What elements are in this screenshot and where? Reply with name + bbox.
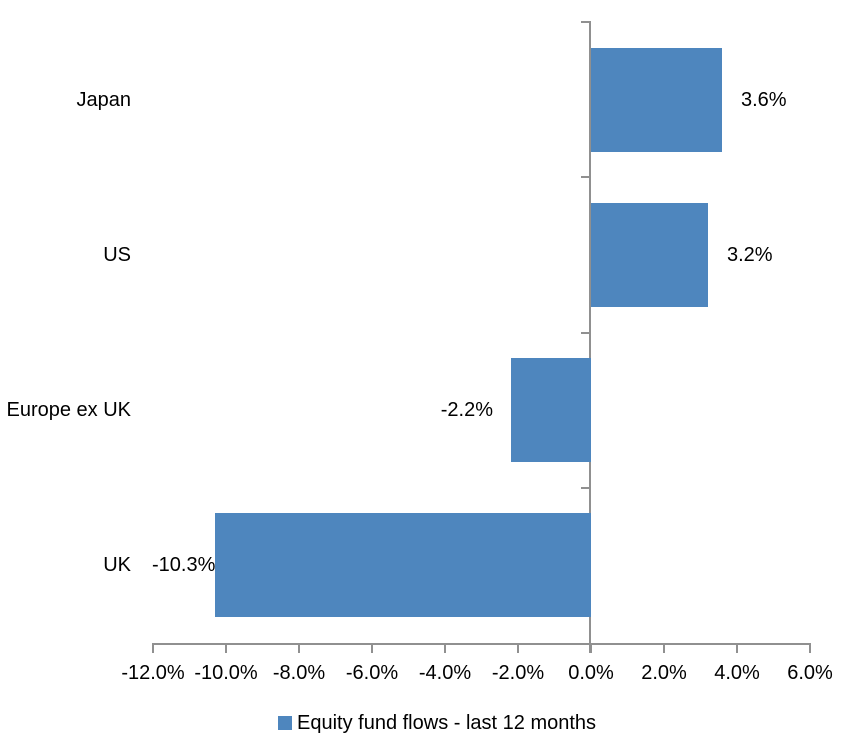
x-axis-tick-label: -6.0% (345, 662, 399, 684)
y-axis-tick (581, 176, 589, 178)
y-axis-tick (581, 332, 589, 334)
bar-us (591, 203, 708, 307)
bar-europe-ex-uk (511, 358, 591, 462)
category-label-japan: Japan (76, 89, 132, 111)
x-axis-tick (517, 645, 519, 653)
value-axis-line (589, 21, 591, 653)
x-axis-tick (809, 645, 811, 653)
x-axis-tick-label: 0.0% (568, 662, 614, 684)
x-axis-tick-label: 4.0% (714, 662, 760, 684)
y-axis-tick (581, 487, 589, 489)
category-label-europe-ex-uk: Europe ex UK (6, 399, 131, 421)
x-axis-tick (225, 645, 227, 653)
x-axis-tick (663, 645, 665, 653)
category-label-us: US (103, 244, 131, 266)
x-axis-tick (444, 645, 446, 653)
legend-swatch-icon (278, 716, 292, 730)
value-label-japan: 3.6% (741, 89, 787, 111)
x-axis-tick-label: -4.0% (418, 662, 472, 684)
x-axis-tick (590, 645, 592, 653)
x-axis-tick-label: 2.0% (641, 662, 687, 684)
category-label-uk: UK (103, 554, 131, 576)
x-axis-tick-label: 6.0% (787, 662, 833, 684)
x-axis-tick (298, 645, 300, 653)
legend: Equity fund flows - last 12 months (278, 709, 596, 737)
x-axis-tick-label: -12.0% (121, 662, 185, 684)
category-axis-line (152, 643, 811, 645)
value-label-uk: -10.3% (152, 554, 216, 576)
x-axis-tick-label: -2.0% (491, 662, 545, 684)
x-axis-tick-label: -8.0% (272, 662, 326, 684)
bar-uk (215, 513, 591, 617)
value-label-europe-ex-uk: -2.2% (440, 399, 493, 421)
x-axis-tick (736, 645, 738, 653)
bar-japan (591, 48, 722, 152)
x-axis-tick-label: -10.0% (194, 662, 258, 684)
y-axis-tick (581, 21, 589, 23)
x-axis-tick (152, 645, 154, 653)
value-label-us: 3.2% (727, 244, 773, 266)
x-axis-tick (371, 645, 373, 653)
legend-label: Equity fund flows - last 12 months (297, 712, 597, 734)
